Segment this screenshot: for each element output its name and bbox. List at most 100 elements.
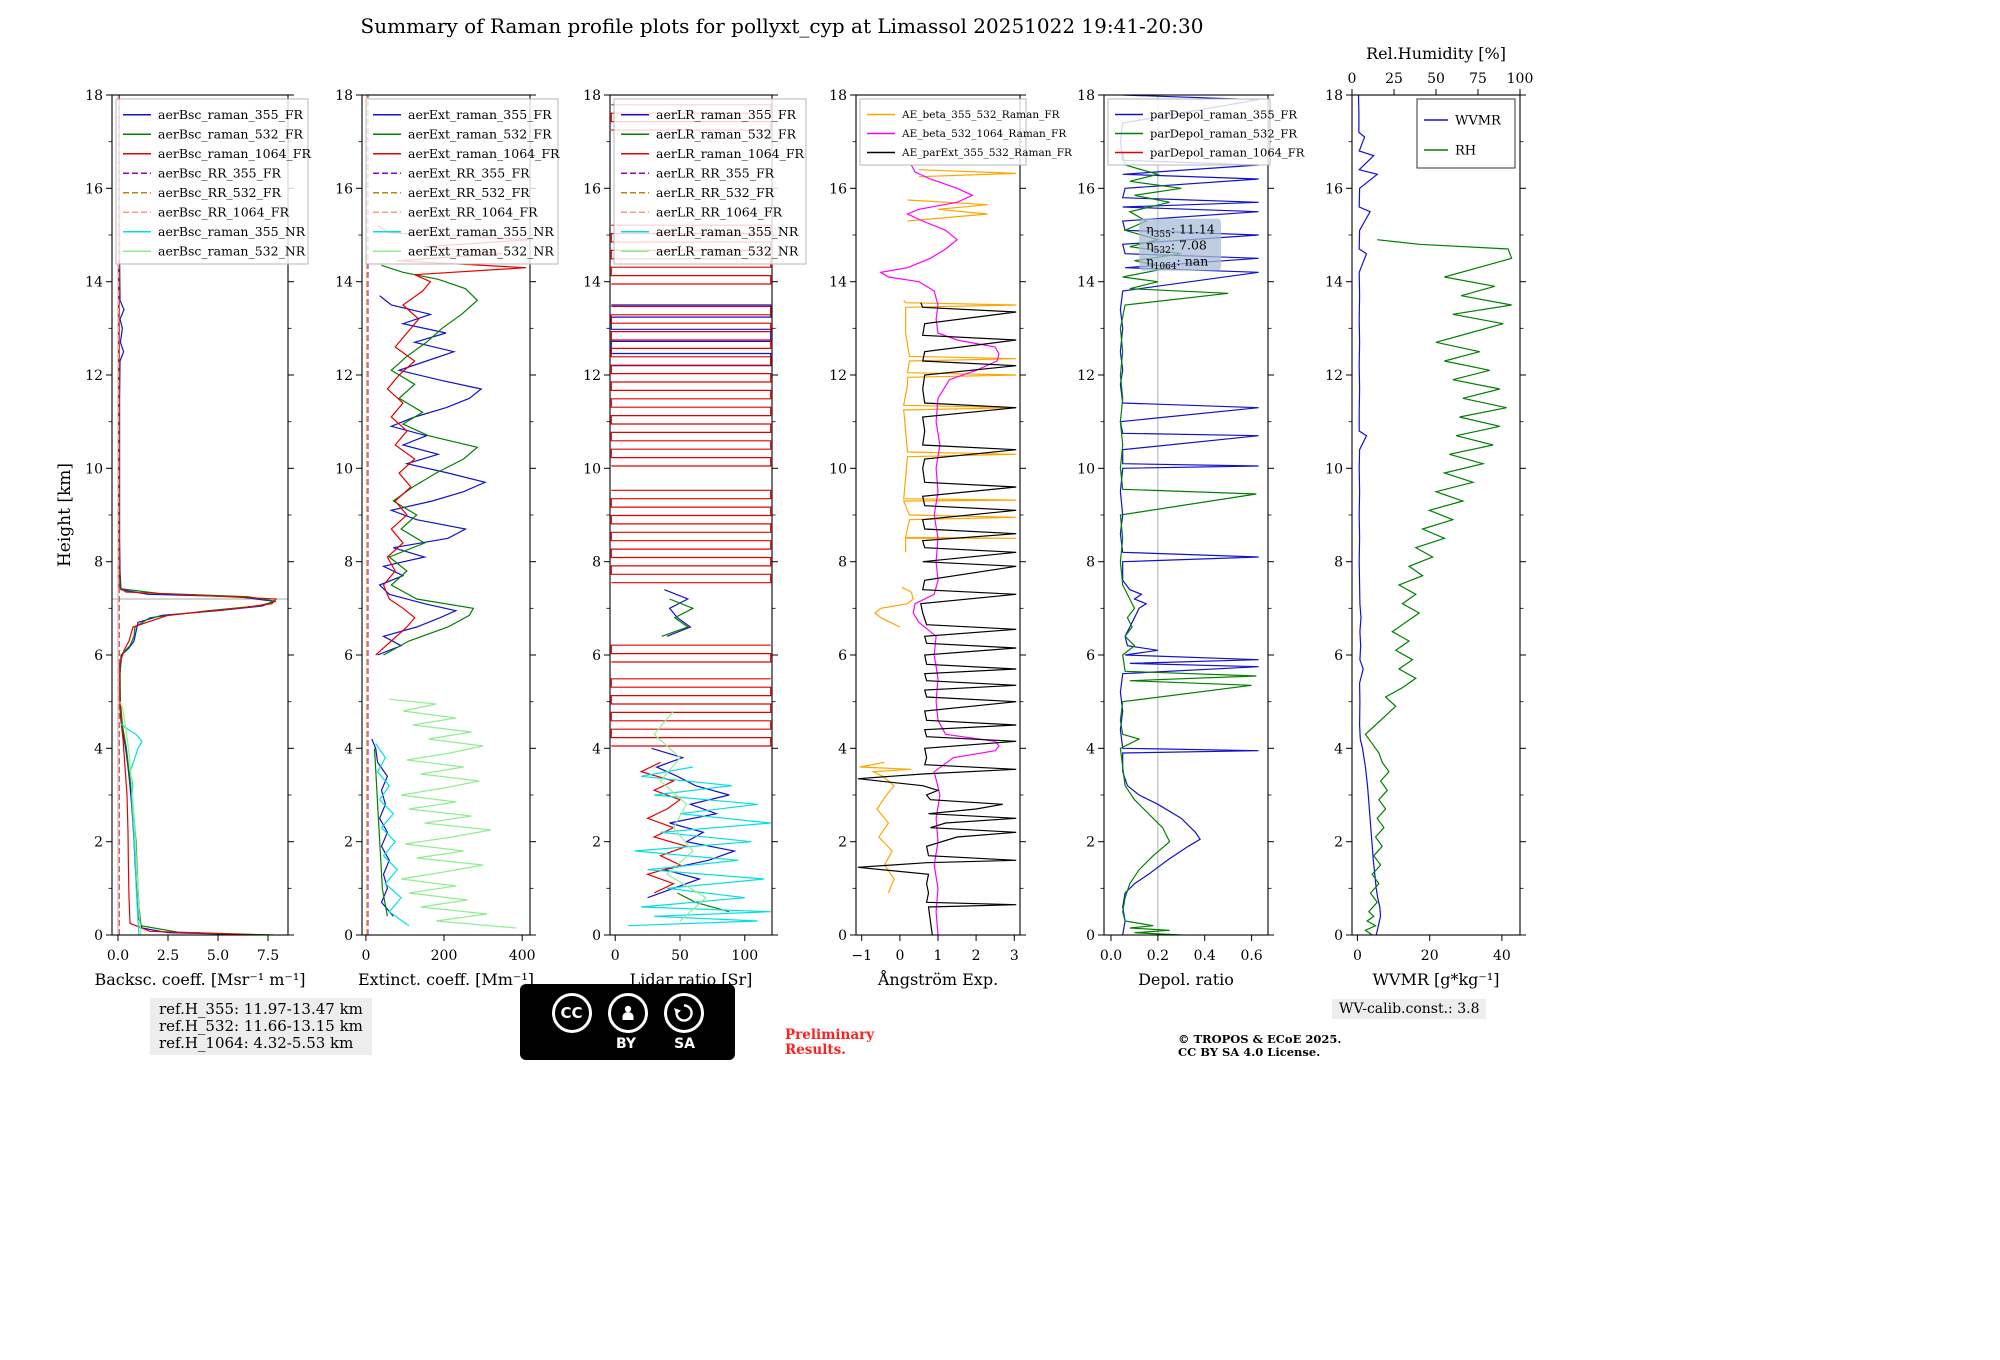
svg-text:aerExt_RR_532_FR: aerExt_RR_532_FR — [408, 185, 530, 200]
svg-text:10: 10 — [85, 461, 103, 477]
svg-text:4: 4 — [1086, 741, 1095, 757]
svg-text:8: 8 — [1086, 555, 1095, 571]
svg-text:14: 14 — [1077, 275, 1095, 291]
ref-height-532: ref.H_532: 11.66-13.15 km — [159, 1017, 363, 1035]
svg-text:18: 18 — [583, 88, 601, 104]
svg-text:16: 16 — [85, 181, 103, 197]
wv-calibration-note: WV-calib.const.: 3.8 — [1332, 999, 1487, 1019]
series-AE_beta_355_532_Raman_FR — [918, 169, 1017, 178]
by-person-icon — [607, 992, 648, 1033]
svg-text:18: 18 — [335, 88, 353, 104]
svg-text:100: 100 — [731, 948, 758, 964]
svg-text:aerExt_raman_355_NR: aerExt_raman_355_NR — [408, 224, 554, 239]
svg-text:16: 16 — [1077, 181, 1095, 197]
series-WVMR — [1357, 95, 1382, 935]
svg-text:18: 18 — [1325, 88, 1343, 104]
svg-text:2: 2 — [344, 835, 353, 851]
svg-text:10: 10 — [829, 461, 847, 477]
ref-height-355: ref.H_355: 11.97-13.47 km — [159, 1000, 363, 1018]
preliminary-note: Preliminary Results. — [785, 1027, 875, 1058]
series-AE_parExt_355_532_Raman_FR — [857, 302, 1017, 935]
svg-text:8: 8 — [592, 555, 601, 571]
svg-text:AE_parExt_355_532_Raman_FR: AE_parExt_355_532_Raman_FR — [901, 147, 1073, 159]
series-aerLR_raman_1064_FR — [610, 305, 772, 467]
svg-text:12: 12 — [335, 368, 353, 384]
svg-text:0.2: 0.2 — [1147, 948, 1169, 964]
svg-text:0.0: 0.0 — [107, 948, 129, 964]
svg-text:AE_beta_355_532_Raman_FR: AE_beta_355_532_Raman_FR — [901, 109, 1061, 121]
svg-text:12: 12 — [829, 368, 847, 384]
svg-text:12: 12 — [1325, 368, 1343, 384]
svg-text:6: 6 — [838, 648, 847, 664]
series-aerLR_raman_532_FR — [661, 598, 695, 637]
series-AE_beta_355_532_Raman_FR — [907, 199, 988, 222]
svg-text:4: 4 — [592, 741, 601, 757]
xlabel-backscatter: Backsc. coeff. [Msr⁻¹ m⁻¹] — [94, 970, 305, 989]
svg-text:50: 50 — [1427, 71, 1445, 87]
svg-text:200: 200 — [431, 948, 458, 964]
svg-text:100: 100 — [1507, 71, 1534, 87]
by-label: BY — [616, 1035, 637, 1052]
svg-text:14: 14 — [1325, 275, 1343, 291]
panel-angstrom-series — [857, 164, 1017, 935]
svg-text:3: 3 — [1010, 948, 1019, 964]
series-aerExt_raman_532_NR — [389, 698, 517, 929]
svg-text:14: 14 — [829, 275, 847, 291]
series-aerLR_raman_1064_FR — [610, 644, 772, 663]
panel-extinction-legend: aerExt_raman_355_FR aerExt_raman_532_FRae… — [365, 98, 560, 265]
series-aerLR_raman_532_NR — [653, 710, 707, 922]
svg-text:16: 16 — [335, 181, 353, 197]
series-aerExt_raman_1064_FR — [375, 225, 530, 656]
svg-text:2: 2 — [592, 835, 601, 851]
sa-arrow-icon — [663, 992, 704, 1033]
svg-text:0: 0 — [1348, 71, 1357, 87]
svg-text:8: 8 — [1334, 555, 1343, 571]
svg-text:12: 12 — [1077, 368, 1095, 384]
svg-text:aerBsc_raman_1064_FR: aerBsc_raman_1064_FR — [158, 146, 311, 161]
svg-text:aerExt_RR_355_FR: aerExt_RR_355_FR — [408, 166, 530, 181]
svg-text:400: 400 — [509, 948, 536, 964]
svg-text:6: 6 — [1086, 648, 1095, 664]
series-aerExt_raman_355_FR — [377, 295, 487, 656]
series-AE_beta_355_532_Raman_FR — [902, 299, 1017, 553]
svg-text:0: 0 — [1353, 948, 1362, 964]
svg-text:aerBsc_RR_532_FR: aerBsc_RR_532_FR — [158, 185, 282, 200]
svg-text:0: 0 — [361, 948, 370, 964]
xlabel-extinction: Extinct. coeff. [Mm⁻¹] — [358, 970, 534, 989]
svg-text:0.4: 0.4 — [1194, 948, 1216, 964]
series-aerExt_raman_532_FR — [373, 748, 388, 917]
svg-text:10: 10 — [1077, 461, 1095, 477]
svg-text:parDepol_raman_355_FR: parDepol_raman_355_FR — [1150, 108, 1297, 122]
svg-text:1: 1 — [934, 948, 943, 964]
panel-angstrom-legend: AE_beta_355_532_Raman_FR AE_beta_532_1064… — [859, 98, 1073, 166]
svg-text:aerBsc_raman_532_NR: aerBsc_raman_532_NR — [158, 244, 306, 259]
svg-text:AE_beta_532_1064_Raman_FR: AE_beta_532_1064_Raman_FR — [901, 128, 1067, 140]
svg-text:14: 14 — [583, 275, 601, 291]
y-axis-label: Height [km] — [55, 463, 75, 567]
svg-text:aerExt_raman_532_NR: aerExt_raman_532_NR — [408, 244, 554, 259]
svg-text:40: 40 — [1493, 948, 1511, 964]
svg-text:7.5: 7.5 — [257, 948, 279, 964]
svg-text:0: 0 — [611, 948, 620, 964]
panel-wvmr-legend: WVMR RH — [1416, 98, 1516, 169]
series-aerLR_raman_355_NR — [628, 766, 771, 927]
svg-text:aerExt_raman_532_FR: aerExt_raman_532_FR — [408, 127, 552, 142]
svg-text:aerLR_RR_1064_FR: aerLR_RR_1064_FR — [656, 205, 783, 220]
series-aerBsc_raman_1064_FR — [118, 95, 278, 935]
svg-text:20: 20 — [1421, 948, 1439, 964]
svg-text:8: 8 — [838, 555, 847, 571]
svg-text:4: 4 — [94, 741, 103, 757]
svg-text:aerExt_RR_1064_FR: aerExt_RR_1064_FR — [408, 205, 538, 220]
series-parDepol_raman_532_FR — [1119, 150, 1257, 935]
svg-text:18: 18 — [1077, 88, 1095, 104]
svg-text:10: 10 — [335, 461, 353, 477]
svg-text:8: 8 — [94, 555, 103, 571]
panel-extinction-series — [366, 95, 530, 935]
svg-text:0: 0 — [895, 948, 904, 964]
series-aerBsc_raman_532_NR — [119, 701, 142, 935]
sa-label: SA — [674, 1035, 695, 1052]
svg-text:2: 2 — [972, 948, 981, 964]
svg-text:2: 2 — [1086, 835, 1095, 851]
svg-text:16: 16 — [583, 181, 601, 197]
svg-text:0.6: 0.6 — [1240, 948, 1262, 964]
